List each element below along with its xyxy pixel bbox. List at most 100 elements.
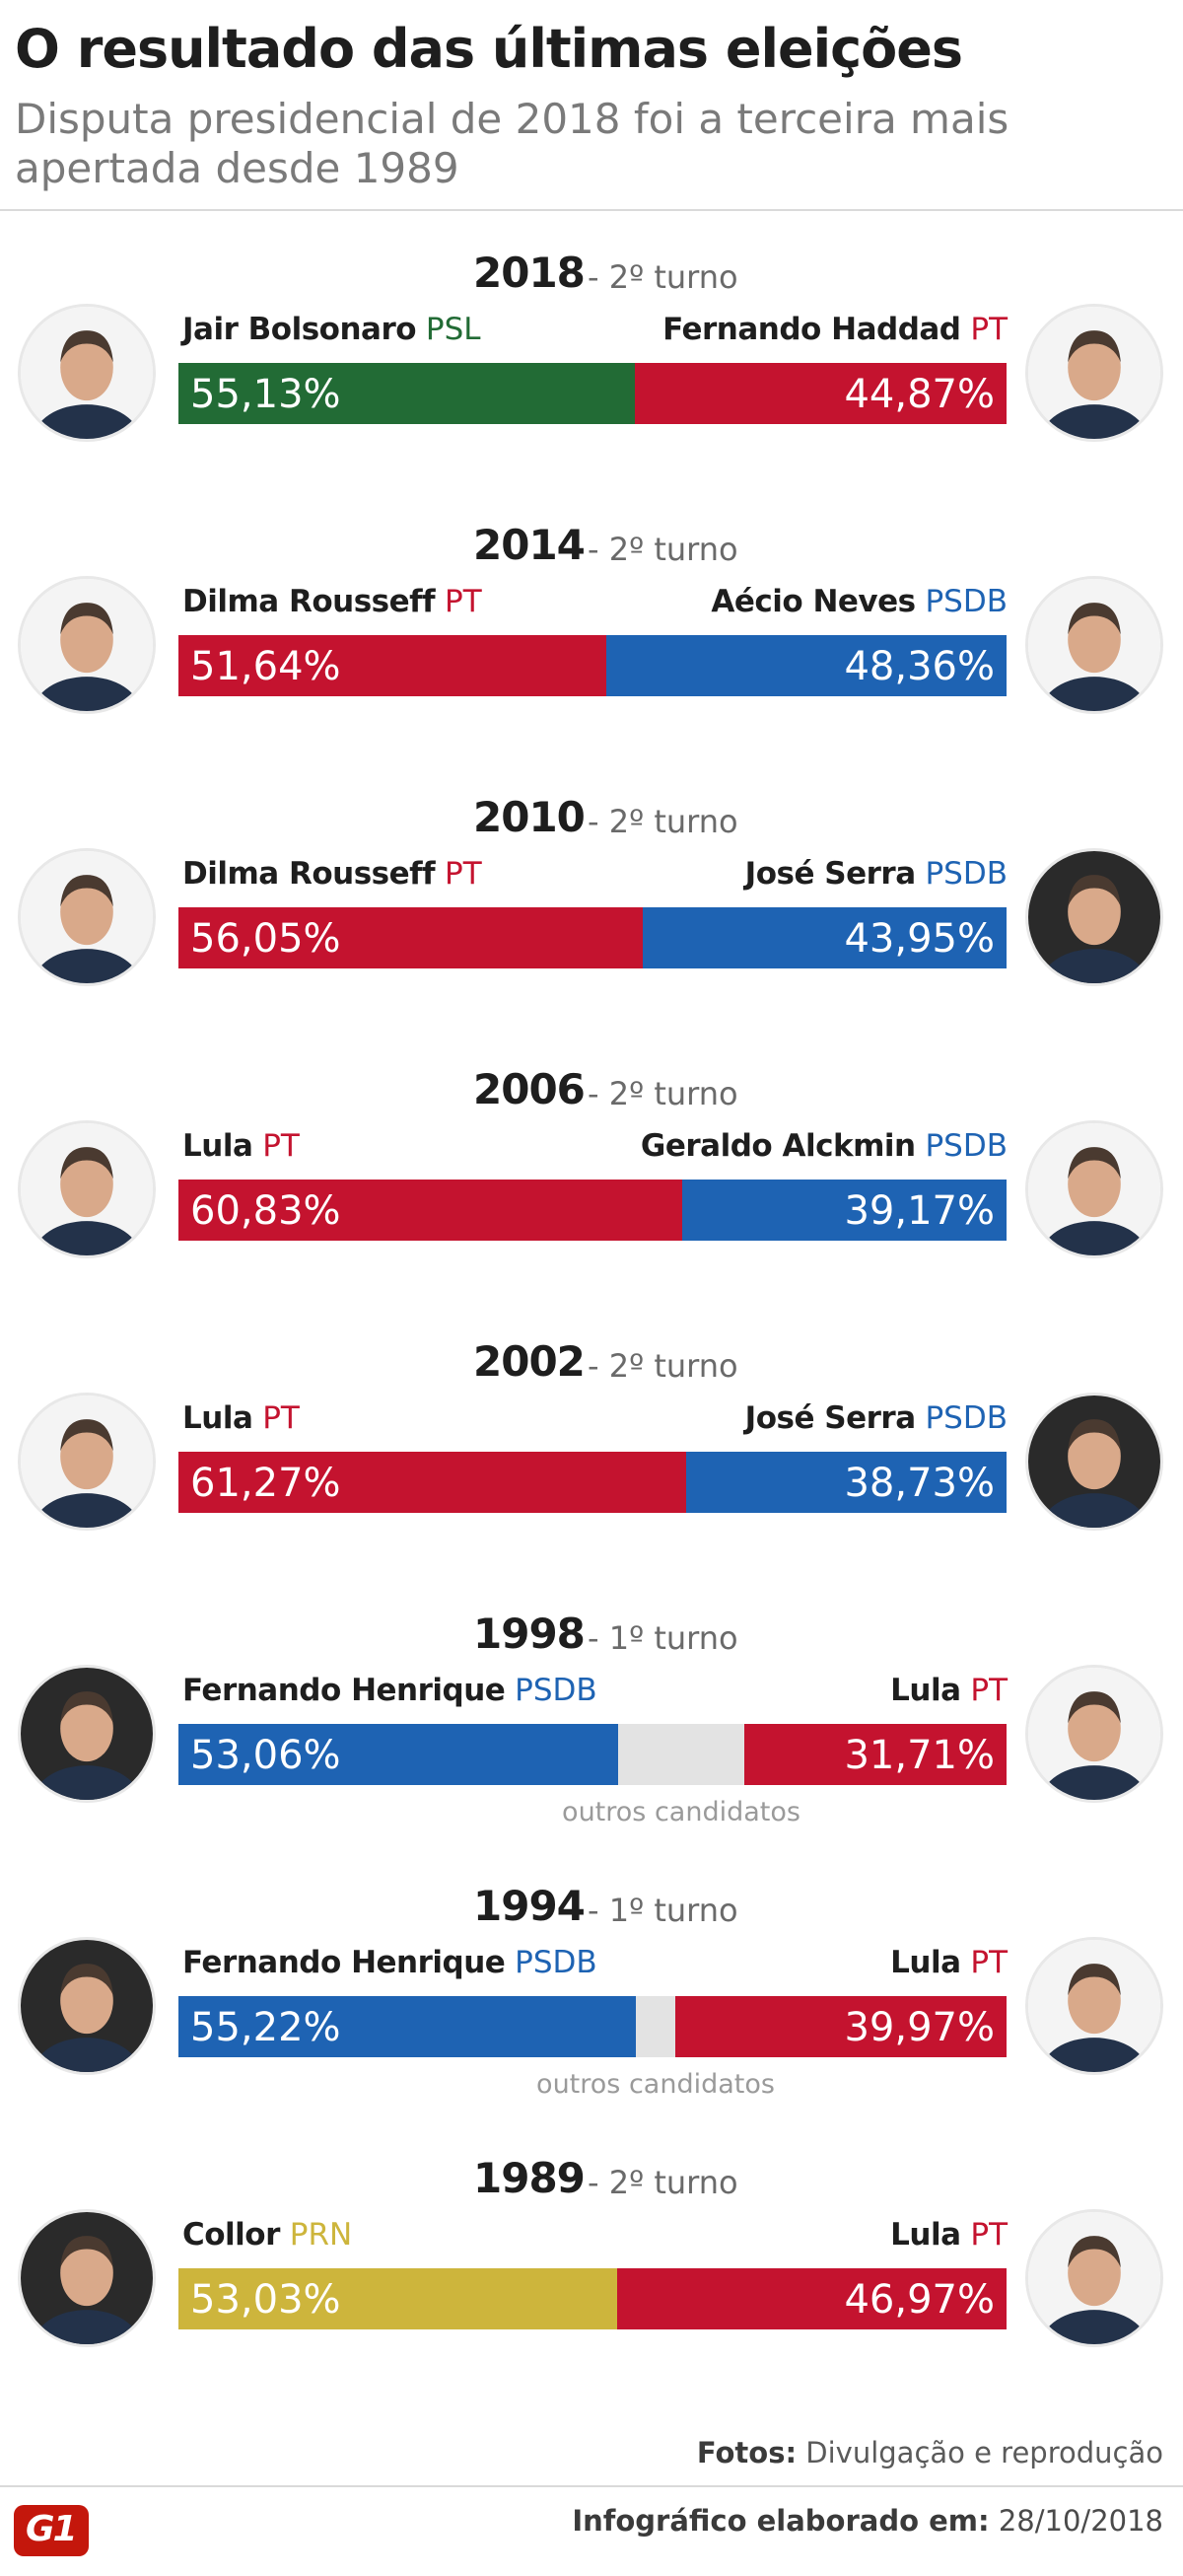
date-label: Infográfico elaborado em: (572, 2504, 990, 2538)
left-percentage: 61,27% (190, 1461, 341, 1506)
right-portrait-icon (1028, 579, 1160, 711)
left-portrait-icon (21, 307, 153, 439)
candidate-name: Lula (182, 1128, 253, 1164)
candidate-name: Aécio Neves (711, 584, 916, 619)
right-result-bar: 43,95% (643, 907, 1007, 968)
candidate-name: Fernando Henrique (182, 1945, 506, 1980)
right-candidate-avatar (1025, 848, 1163, 986)
election-row-1989: 1989- 2º turno Collor PRN Lula PT 53,03% 46,… (0, 2154, 1183, 2425)
party-label: PSDB (915, 1128, 1008, 1164)
left-portrait-icon (21, 1668, 153, 1800)
left-result-bar: 55,22% (178, 1996, 636, 2057)
right-candidate-name: Lula PT (890, 1945, 1008, 1980)
left-result-bar: 55,13% (178, 363, 635, 424)
right-candidate-name: José Serra PSDB (745, 1400, 1008, 1436)
election-round: - 2º turno (588, 2164, 738, 2201)
election-row-2014: 2014- 2º turno Dilma Rousseff PT Aécio Nev… (0, 521, 1183, 792)
party-label: PSDB (915, 584, 1008, 619)
right-result-bar: 31,71% (744, 1724, 1007, 1785)
election-row-2018: 2018- 2º turno Jair Bolsonaro PSL Fernando… (0, 249, 1183, 520)
right-candidate-avatar (1025, 2209, 1163, 2347)
election-year: 1998 (473, 1610, 586, 1658)
right-portrait-icon (1028, 1395, 1160, 1528)
left-percentage: 60,83% (190, 1188, 341, 1234)
left-candidate-name: Lula PT (182, 1400, 300, 1436)
election-row-2006: 2006- 2º turno Lula PT Geraldo Alckmin PSD… (0, 1065, 1183, 1336)
right-percentage: 39,17% (844, 1188, 995, 1234)
left-candidate-name: Dilma Rousseff PT (182, 856, 482, 892)
right-percentage: 39,97% (844, 2005, 995, 2050)
candidate-name: Fernando Haddad (662, 312, 961, 347)
candidate-name: Fernando Henrique (182, 1673, 506, 1708)
right-portrait-icon (1028, 1668, 1160, 1800)
right-candidate-name: Lula PT (890, 2217, 1008, 2253)
right-result-bar: 39,17% (682, 1180, 1007, 1241)
party-label: PSL (416, 312, 481, 347)
party-label: PT (960, 312, 1008, 347)
left-result-bar: 61,27% (178, 1452, 686, 1513)
left-candidate-avatar (18, 848, 156, 986)
other-candidates-bar (636, 1996, 675, 2057)
right-result-bar: 39,97% (675, 1996, 1007, 2057)
election-row-1998: 1998- 1º turno Fernando Henrique PSDB Lula… (0, 1610, 1183, 1881)
party-label: PSDB (505, 1673, 597, 1708)
result-bar: 51,64% 48,36% (178, 635, 1007, 696)
party-label: PSDB (915, 1400, 1008, 1436)
election-year: 2002 (473, 1337, 586, 1386)
right-candidate-avatar (1025, 1120, 1163, 1258)
result-bar: 53,03% 46,97% (178, 2268, 1007, 2329)
candidate-name: Lula (890, 2217, 961, 2253)
left-candidate-name: Fernando Henrique PSDB (182, 1673, 597, 1708)
left-percentage: 56,05% (190, 916, 341, 962)
result-bar: 60,83% 39,17% (178, 1180, 1007, 1241)
election-row-1994: 1994- 1º turno Fernando Henrique PSDB Lula… (0, 1882, 1183, 2153)
right-candidate-name: Aécio Neves PSDB (711, 584, 1008, 619)
result-bar: 61,27% 38,73% (178, 1452, 1007, 1513)
right-candidate-name: Geraldo Alckmin PSDB (641, 1128, 1008, 1164)
right-candidate-avatar (1025, 576, 1163, 714)
party-label: PT (252, 1400, 300, 1436)
left-portrait-icon (21, 1940, 153, 2072)
left-candidate-name: Fernando Henrique PSDB (182, 1945, 597, 1980)
right-portrait-icon (1028, 1123, 1160, 1255)
right-percentage: 48,36% (844, 644, 995, 689)
right-portrait-icon (1028, 1940, 1160, 2072)
left-result-bar: 51,64% (178, 635, 606, 696)
left-candidate-name: Dilma Rousseff PT (182, 584, 482, 619)
right-percentage: 31,71% (844, 1733, 995, 1778)
left-result-bar: 56,05% (178, 907, 643, 968)
right-result-bar: 44,87% (635, 363, 1007, 424)
credits-label: Fotos: (696, 2436, 798, 2469)
party-label: PRN (279, 2217, 353, 2253)
left-percentage: 53,03% (190, 2277, 341, 2323)
left-candidate-name: Jair Bolsonaro PSL (182, 312, 481, 347)
left-candidate-name: Collor PRN (182, 2217, 352, 2253)
right-result-bar: 38,73% (686, 1452, 1007, 1513)
party-label: PT (252, 1128, 300, 1164)
election-round: - 1º turno (588, 1619, 738, 1657)
right-percentage: 46,97% (844, 2277, 995, 2323)
left-portrait-icon (21, 851, 153, 983)
party-label: PT (435, 584, 482, 619)
party-label: PT (960, 1945, 1008, 1980)
right-candidate-name: José Serra PSDB (745, 856, 1008, 892)
left-candidate-name: Lula PT (182, 1128, 300, 1164)
candidate-name: Jair Bolsonaro (182, 312, 417, 347)
left-candidate-avatar (18, 1665, 156, 1803)
left-candidate-avatar (18, 576, 156, 714)
left-portrait-icon (21, 1395, 153, 1528)
date-value: 28/10/2018 (998, 2504, 1163, 2538)
right-candidate-name: Lula PT (890, 1673, 1008, 1708)
candidate-name: Collor (182, 2217, 280, 2253)
right-percentage: 43,95% (844, 916, 995, 962)
candidate-name: Lula (890, 1673, 961, 1708)
right-result-bar: 46,97% (617, 2268, 1007, 2329)
left-portrait-icon (21, 579, 153, 711)
right-candidate-avatar (1025, 1393, 1163, 1531)
left-result-bar: 53,03% (178, 2268, 617, 2329)
g1-logo[interactable]: G1 (14, 2505, 89, 2556)
candidate-name: Dilma Rousseff (182, 856, 436, 892)
party-label: PSDB (505, 1945, 597, 1980)
right-portrait-icon (1028, 851, 1160, 983)
right-portrait-icon (1028, 307, 1160, 439)
